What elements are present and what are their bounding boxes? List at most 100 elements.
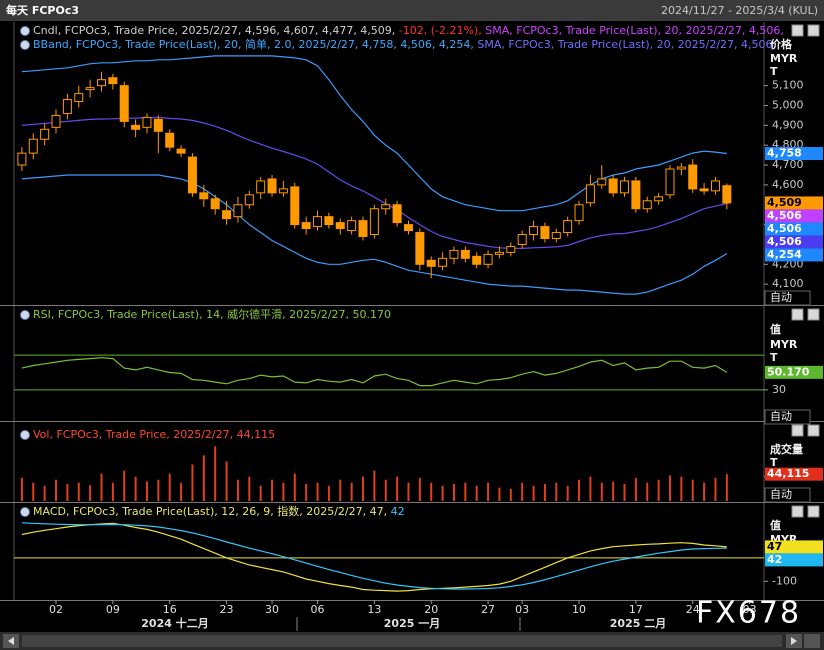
volume-bar (259, 485, 262, 501)
volume-bar (691, 479, 694, 501)
axis-label: T (770, 65, 778, 78)
candle-body (631, 180, 641, 210)
candle-body (620, 180, 630, 194)
panel-button[interactable] (791, 505, 804, 518)
panel-button[interactable] (807, 505, 820, 518)
volume-bar (236, 479, 239, 501)
candle-body (403, 224, 413, 232)
value-tag (765, 147, 823, 161)
panel-button[interactable] (807, 308, 820, 321)
volume-bar (430, 482, 433, 501)
scale-box (764, 409, 811, 425)
candle-body (722, 185, 732, 204)
panel-plot (14, 354, 764, 391)
axis-label: 值 (770, 322, 781, 336)
axis-label: T (770, 456, 778, 469)
panel-button[interactable] (807, 424, 820, 437)
candle-body (608, 178, 618, 194)
value-tag-label: 50.170 (767, 365, 810, 378)
candle-body (540, 226, 550, 239)
legend-text: BBand, FCPOc3, Trade Price(Last), 20, 简单… (33, 37, 474, 51)
volume-bar (680, 476, 683, 501)
x-tick-label: 16 (163, 603, 177, 616)
panel-button[interactable] (791, 308, 804, 321)
value-tag-label: 4,506 (767, 235, 802, 248)
candle-body (358, 220, 368, 238)
series-line (21, 357, 728, 387)
candle-body (347, 220, 357, 232)
x-tick-label: 23 (220, 603, 234, 616)
candle-body (688, 164, 698, 190)
candle-body (381, 204, 391, 210)
candle-body (153, 118, 163, 132)
candle-body (176, 148, 186, 154)
panel-plot (17, 55, 732, 295)
volume-bar (464, 482, 467, 501)
volume-bar (384, 479, 387, 501)
x-tick-label: 27 (481, 603, 495, 616)
panel-button[interactable] (791, 24, 804, 37)
volume-bar (43, 485, 46, 501)
candle-body (199, 192, 209, 200)
volume-bar (316, 482, 319, 501)
x-tick-label: 06 (311, 603, 325, 616)
value-tag-label: 42 (767, 553, 782, 566)
value-tag-label: 4,758 (767, 147, 802, 160)
month-label: 2025 一月 (384, 617, 440, 630)
panel-button[interactable] (807, 24, 820, 37)
series-line (21, 522, 727, 590)
volume-bar (32, 482, 35, 501)
candle-body (210, 198, 220, 210)
candle-body (597, 178, 607, 186)
candle-body (301, 222, 311, 230)
candle-body (426, 259, 436, 267)
candle-body (96, 79, 106, 87)
y-tick-label: 4,700 (772, 158, 804, 171)
candle-body (392, 204, 402, 224)
volume-bar (66, 483, 69, 501)
legend-text: -102, (-2.21%), (399, 24, 482, 37)
arrow-icon (791, 637, 797, 645)
candle-body (256, 180, 266, 194)
volume-bar (543, 483, 546, 501)
y-tick-label: 4,600 (772, 178, 804, 191)
candle-body (574, 204, 584, 222)
scale-mode: 自动 (770, 291, 792, 304)
volume-bar (703, 482, 706, 501)
candle-body (654, 196, 664, 202)
candle-body (506, 245, 516, 253)
volume-bar (555, 482, 558, 501)
volume-bar (271, 479, 274, 501)
month-label: 2024 十二月 (141, 616, 208, 630)
scale-mode: 自动 (770, 410, 792, 423)
volume-bar (532, 485, 535, 501)
legend-text: 42 (391, 505, 405, 518)
candle-body (313, 216, 323, 228)
volume-bar (55, 479, 58, 501)
panel-plot (20, 446, 728, 501)
panel-button[interactable] (791, 424, 804, 437)
legend-entry: RSI, FCPOc3, Trade Price(Last), 14, 威尔德平… (33, 307, 391, 321)
volume-bar (350, 482, 353, 501)
y-tick-label: 5,000 (772, 98, 804, 111)
volume-bar (589, 476, 592, 501)
legend-text: MACD, FCPOc3, Trade Price(Last), 12, 26,… (33, 504, 391, 518)
volume-bar (498, 487, 501, 501)
candle-body (165, 132, 175, 148)
axis-label: MYR (770, 338, 798, 351)
x-tick-label: 17 (629, 603, 643, 616)
volume-bar (293, 473, 296, 501)
volume-bar (668, 475, 671, 501)
zoom-button[interactable] (804, 634, 820, 648)
value-tag (765, 209, 823, 223)
volume-bar (362, 476, 364, 501)
legend-entry: Vol, FCPOc3, Trade Price, 2025/2/27, 44,… (33, 428, 275, 441)
value-tag (765, 248, 823, 262)
scroll-thumb[interactable] (22, 635, 782, 647)
value-tag (765, 196, 823, 210)
volume-bar (441, 485, 444, 501)
value-tag (765, 540, 823, 554)
volume-bar (578, 479, 581, 501)
candle-body (85, 87, 95, 91)
